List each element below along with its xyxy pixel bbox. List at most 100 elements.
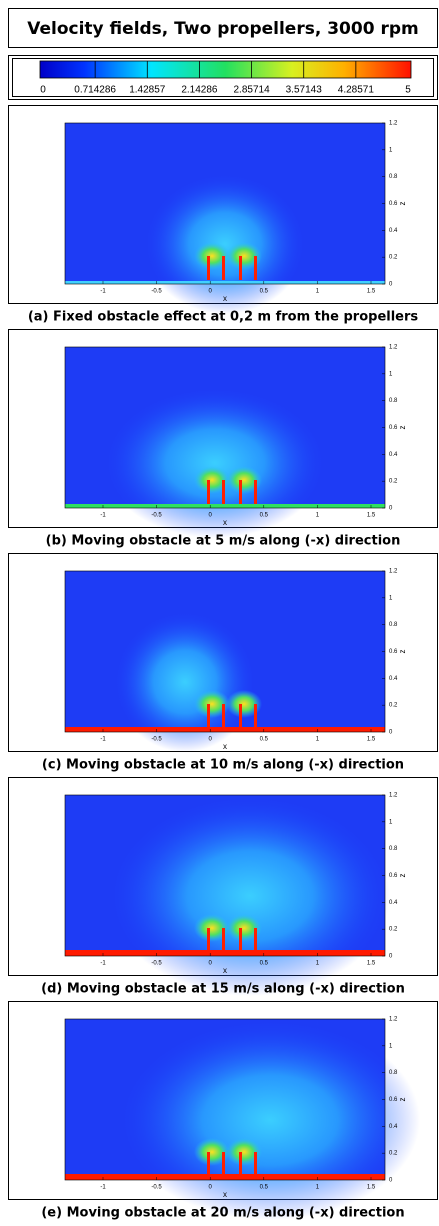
x-tick-label: -1 <box>100 513 106 519</box>
x-tick-label: -0.5 <box>151 289 162 295</box>
propeller-jet <box>239 928 242 952</box>
propeller-jet <box>254 256 257 280</box>
x-tick-label: 0.5 <box>260 737 269 743</box>
x-tick-label: 1.5 <box>367 961 376 967</box>
z-axis-label: z <box>398 650 407 654</box>
z-tick-label: 0.8 <box>389 1070 398 1076</box>
z-tick-label: 0 <box>389 282 393 288</box>
z-tick-label: 0.6 <box>389 873 398 879</box>
x-tick-label: -0.5 <box>151 513 162 519</box>
x-tick-label: 0.5 <box>260 289 269 295</box>
x-tick-label: -0.5 <box>151 961 162 967</box>
x-tick-label: 1 <box>316 513 320 519</box>
ground-strip <box>65 281 385 284</box>
z-tick-label: 0.2 <box>389 927 398 933</box>
panel-caption: (a) Fixed obstacle effect at 0,2 m from … <box>28 310 419 325</box>
z-tick-label: 0.4 <box>389 676 398 682</box>
x-tick-label: 0.5 <box>260 1185 269 1191</box>
z-axis-label: z <box>398 426 407 430</box>
propeller-jet <box>239 704 242 728</box>
x-tick-label: 1.5 <box>367 737 376 743</box>
z-tick-label: 1 <box>389 819 393 825</box>
x-axis-label: x <box>223 966 227 975</box>
x-tick-label: 0.5 <box>260 513 269 519</box>
x-tick-label: 1.5 <box>367 1185 376 1191</box>
z-tick-label: 1 <box>389 371 393 377</box>
colorbar-tick-label: 2.85714 <box>233 85 270 96</box>
ground-strip <box>65 1174 385 1180</box>
propeller-jet <box>222 704 225 728</box>
propeller-jet <box>207 928 210 952</box>
z-tick-label: 0 <box>389 506 393 512</box>
z-tick-label: 1 <box>389 1043 393 1049</box>
z-tick-label: 0.4 <box>389 900 398 906</box>
x-tick-label: 1 <box>316 737 320 743</box>
propeller-jet <box>207 480 210 504</box>
z-tick-label: 1.2 <box>389 121 398 127</box>
propeller-jet <box>222 256 225 280</box>
z-tick-label: 1.2 <box>389 1017 398 1023</box>
x-tick-label: 1.5 <box>367 289 376 295</box>
ground-strip <box>65 504 385 508</box>
panel-caption: (d) Moving obstacle at 15 m/s along (-x)… <box>41 982 405 997</box>
x-tick-label: 1 <box>316 289 320 295</box>
z-tick-label: 0.6 <box>389 1097 398 1103</box>
z-tick-label: 0 <box>389 1178 393 1184</box>
z-tick-label: 1.2 <box>389 793 398 799</box>
x-axis-label: x <box>223 294 227 303</box>
z-tick-label: 0 <box>389 954 393 960</box>
x-tick-label: 1.5 <box>367 513 376 519</box>
colorbar-tick-label: 0 <box>40 85 46 96</box>
z-tick-label: 0.4 <box>389 228 398 234</box>
figure-title: Velocity fields, Two propellers, 3000 rp… <box>27 19 418 39</box>
x-tick-label: -1 <box>100 961 106 967</box>
figure: Velocity fields, Two propellers, 3000 rp… <box>0 0 439 1226</box>
propeller-jet <box>239 480 242 504</box>
x-tick-label: -1 <box>100 289 106 295</box>
propeller-jet <box>207 704 210 728</box>
z-axis-label: z <box>398 202 407 206</box>
propeller-jet <box>222 1152 225 1176</box>
z-tick-label: 0.8 <box>389 846 398 852</box>
z-axis-label: z <box>398 1098 407 1102</box>
z-tick-label: 0.2 <box>389 479 398 485</box>
z-tick-label: 0.2 <box>389 1151 398 1157</box>
z-tick-label: 0.8 <box>389 398 398 404</box>
propeller-jet <box>254 704 257 728</box>
x-axis-label: x <box>223 518 227 527</box>
z-tick-label: 0.6 <box>389 425 398 431</box>
propeller-jet <box>254 1152 257 1176</box>
z-tick-label: 0.8 <box>389 622 398 628</box>
z-tick-label: 1 <box>389 147 393 153</box>
colorbar <box>40 61 411 78</box>
ground-strip <box>65 727 385 732</box>
z-tick-label: 1 <box>389 595 393 601</box>
x-tick-label: -0.5 <box>151 1185 162 1191</box>
panel-caption: (c) Moving obstacle at 10 m/s along (-x)… <box>42 758 404 773</box>
colorbar-tick-label: 4.28571 <box>338 85 375 96</box>
propeller-jet <box>254 480 257 504</box>
z-tick-label: 1.2 <box>389 345 398 351</box>
x-tick-label: -1 <box>100 1185 106 1191</box>
x-axis-label: x <box>223 742 227 751</box>
z-tick-label: 0.2 <box>389 255 398 261</box>
propeller-jet <box>239 1152 242 1176</box>
propeller-jet <box>207 1152 210 1176</box>
z-tick-label: 0.4 <box>389 452 398 458</box>
propeller-jet <box>239 256 242 280</box>
x-tick-label: -0.5 <box>151 737 162 743</box>
ground-strip <box>65 950 385 956</box>
colorbar-tick-label: 0.714286 <box>74 85 116 96</box>
z-tick-label: 0.6 <box>389 649 398 655</box>
z-axis-label: z <box>398 874 407 878</box>
panel-caption: (e) Moving obstacle at 20 m/s along (-x)… <box>41 1206 404 1221</box>
x-axis-label: x <box>223 1190 227 1199</box>
colorbar-tick-label: 5 <box>405 85 411 96</box>
propeller-jet <box>222 480 225 504</box>
field-glow <box>105 388 325 538</box>
propeller-jet <box>254 928 257 952</box>
colorbar-tick-label: 1.42857 <box>129 85 166 96</box>
z-tick-label: 1.2 <box>389 569 398 575</box>
field-glow <box>145 174 305 314</box>
colorbar-tick-label: 3.57143 <box>286 85 323 96</box>
